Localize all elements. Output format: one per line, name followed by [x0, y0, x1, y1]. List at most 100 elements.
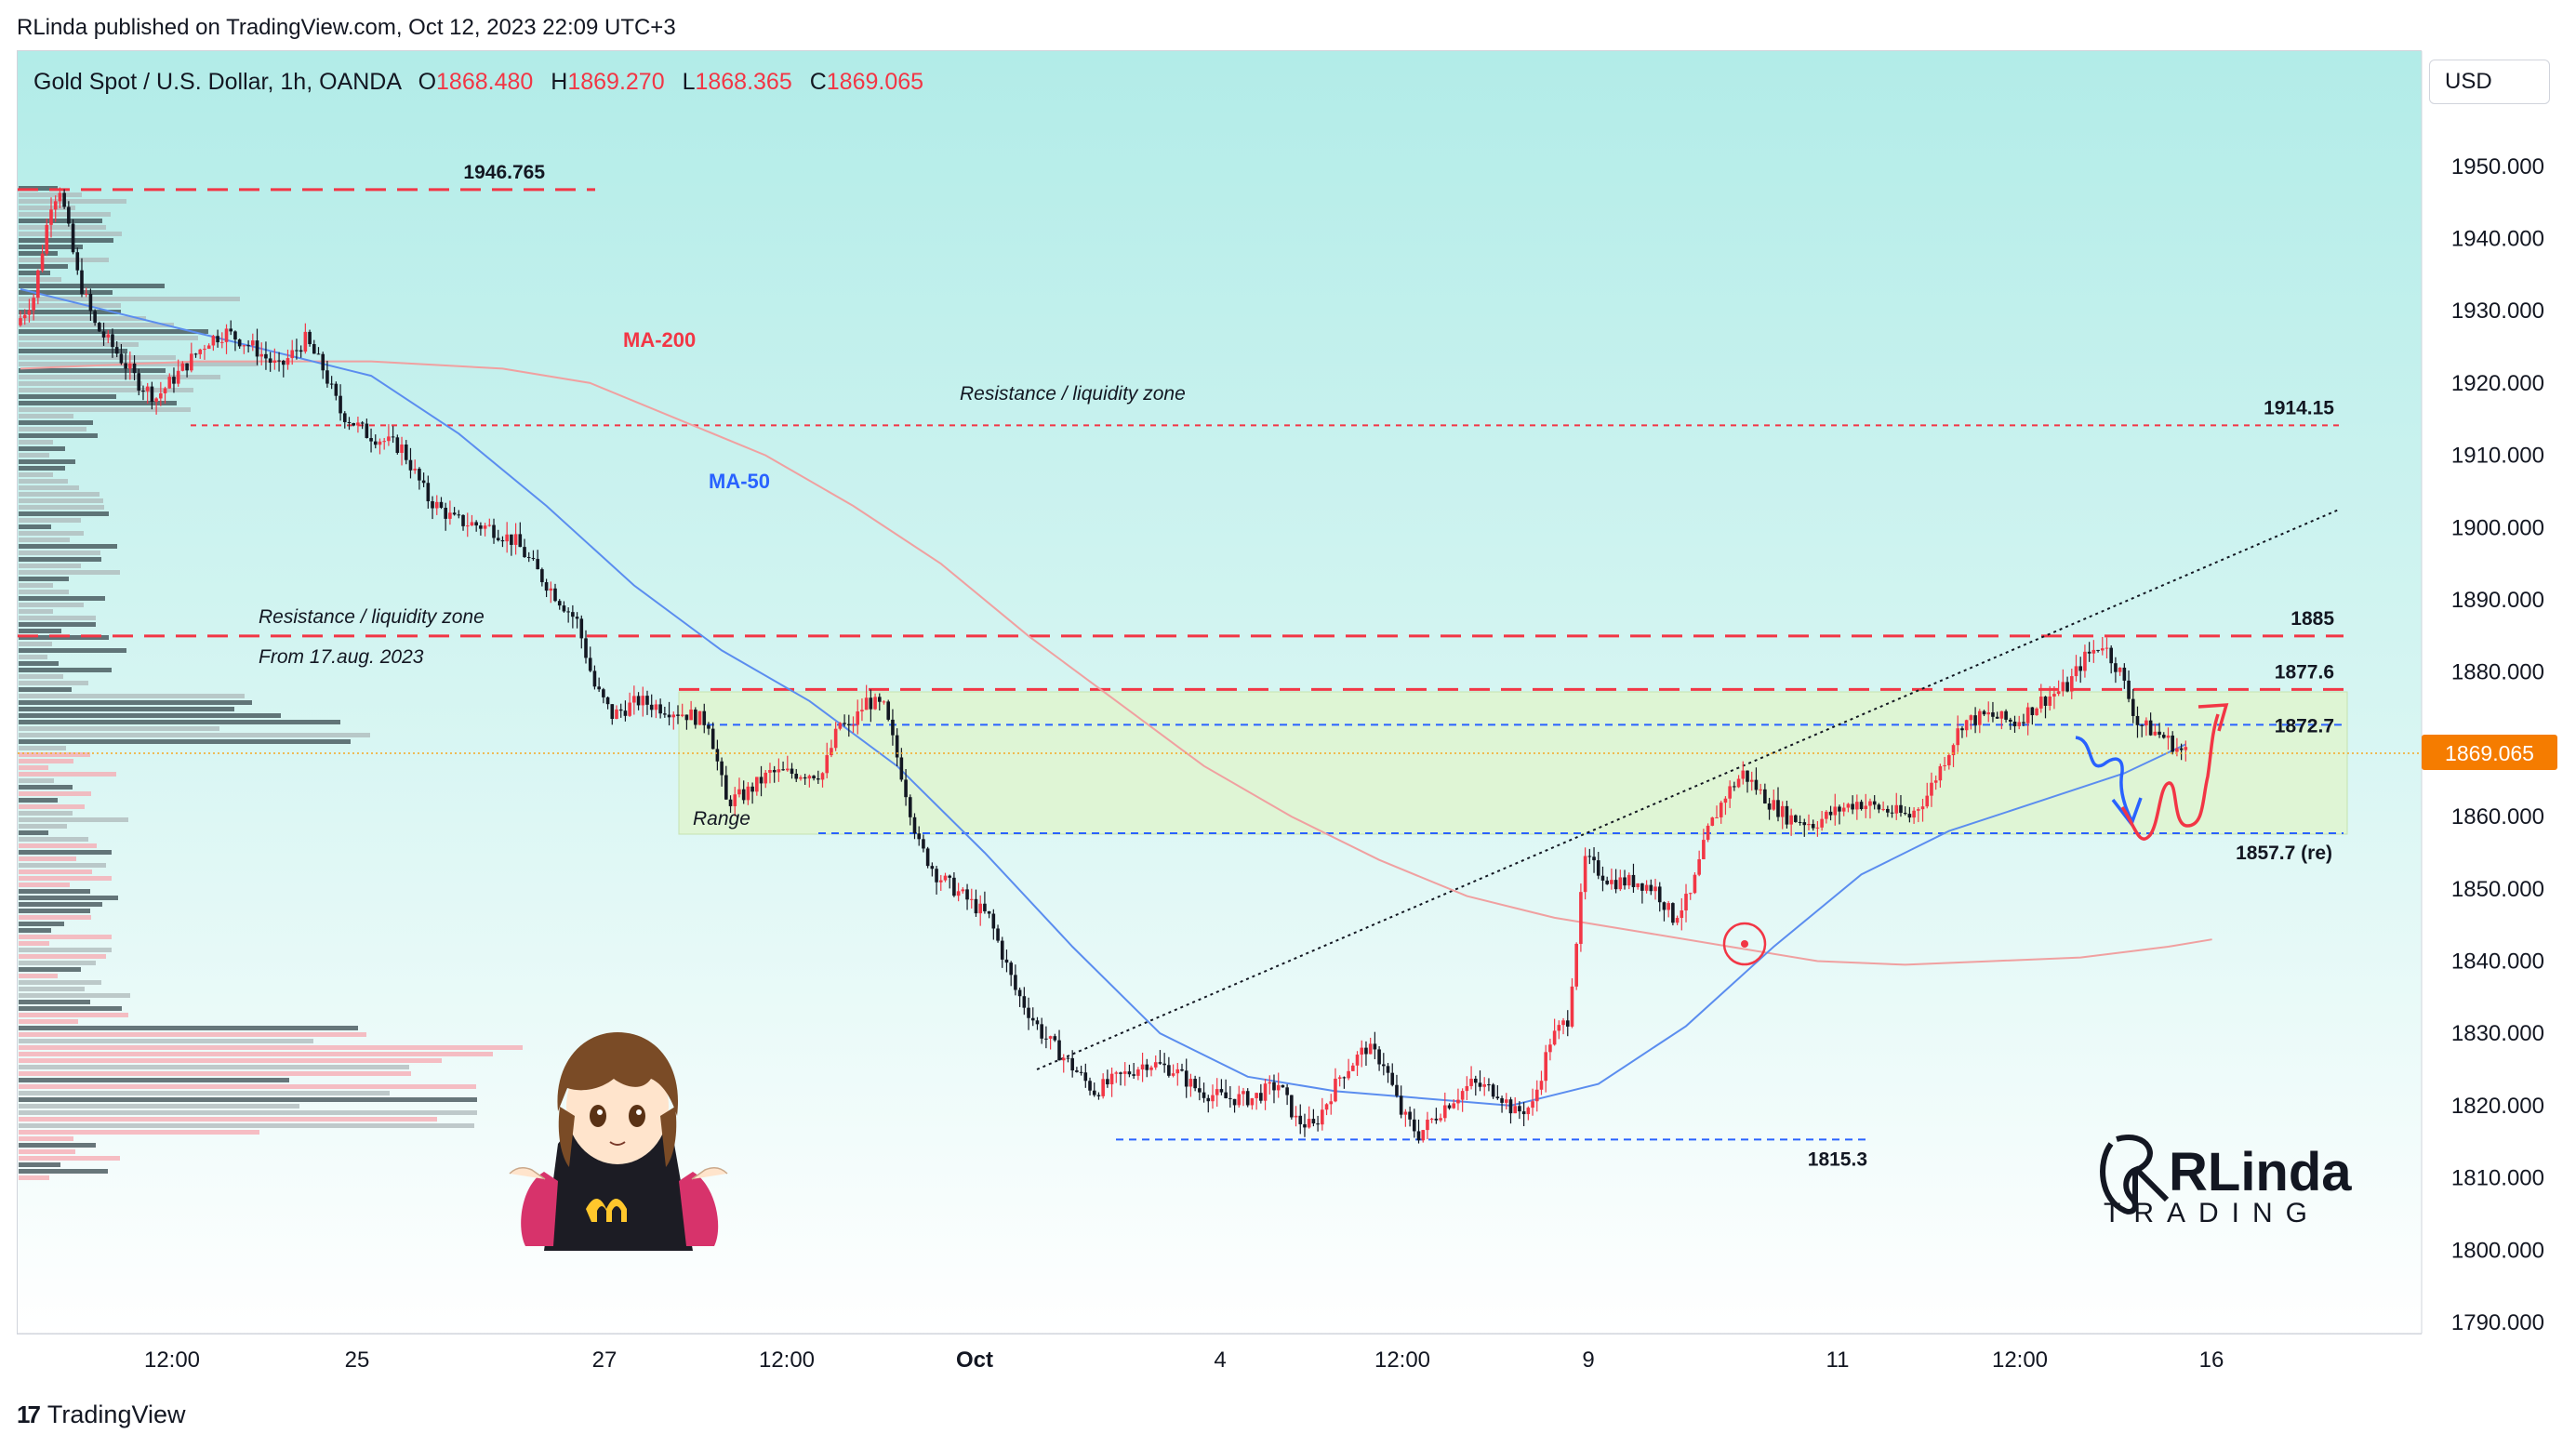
annotation-text: MA-50	[709, 470, 770, 493]
y-tick-label: 1840.000	[2451, 949, 2544, 975]
ma50-line	[20, 287, 2186, 1107]
candle-body	[1447, 1105, 1452, 1108]
candle-body	[1132, 1074, 1135, 1076]
currency-selector[interactable]: USD	[2429, 60, 2550, 104]
volume-profile-bar	[19, 791, 91, 796]
candle-body	[1145, 1064, 1149, 1070]
candle-body	[1899, 804, 1903, 814]
volume-profile-bar	[19, 928, 51, 933]
symbol-info: Gold Spot / U.S. Dollar, 1h, OANDA O1868…	[33, 69, 923, 96]
volume-profile-bar	[19, 1084, 476, 1089]
candle-body	[1780, 805, 1785, 817]
candle-body	[19, 318, 22, 325]
candle-body	[864, 697, 869, 710]
candle-body	[1565, 1020, 1570, 1027]
candle-body	[80, 270, 84, 295]
tradingview-footer[interactable]: 17 TradingView	[17, 1401, 186, 1429]
candle-body	[408, 459, 413, 471]
x-tick-label: 27	[592, 1347, 617, 1373]
candle-body	[755, 777, 759, 792]
volume-profile-bar	[19, 1162, 60, 1167]
candle-body	[1321, 1109, 1324, 1125]
annotation-texts: MA-200 MA-50 Resistance / liquidity zone Re…	[259, 328, 1186, 830]
volume-profile-bar	[19, 694, 245, 698]
volume-profile-bar	[19, 1032, 366, 1037]
candle-body	[1933, 780, 1938, 783]
candle-body	[1636, 883, 1640, 887]
candle-body	[132, 363, 137, 374]
candle-body	[1022, 996, 1027, 1008]
volume-profile-bar	[19, 479, 68, 484]
volume-profile-bar	[19, 407, 191, 412]
candle-body	[224, 328, 229, 342]
candle-body	[1666, 903, 1670, 910]
candle-body	[1662, 902, 1666, 910]
candles	[19, 187, 2188, 1144]
candle-body	[1198, 1088, 1202, 1093]
volume-profile-bar	[19, 817, 128, 822]
candle-body	[312, 344, 316, 354]
volume-profile-bar	[19, 896, 118, 900]
candle-body	[961, 889, 965, 892]
volume-profile-bar	[19, 583, 53, 588]
candle-body	[1316, 1123, 1320, 1125]
volume-profile-bar	[19, 726, 219, 731]
candle-body	[636, 696, 641, 706]
y-tick-label: 1910.000	[2451, 444, 2544, 469]
volume-profile-bar	[19, 1071, 411, 1076]
candle-body	[1912, 810, 1916, 818]
candle-body	[1951, 745, 1956, 756]
candle-body	[272, 360, 277, 364]
volume-profile-bar	[19, 1026, 358, 1030]
candle-body	[1460, 1091, 1465, 1100]
candle-body	[1206, 1097, 1211, 1102]
candle-body	[1416, 1131, 1421, 1141]
candle-body	[1596, 860, 1600, 876]
candle-body	[930, 866, 935, 870]
candle-body	[790, 768, 794, 775]
candle-body	[899, 757, 904, 780]
candle-body	[938, 880, 943, 883]
footer-brand-text: TradingView	[46, 1401, 186, 1428]
rlinda-logo: RLinda TRADING	[2100, 1135, 2352, 1228]
candle-body	[2017, 722, 2022, 726]
candle-body	[2140, 724, 2144, 726]
x-tick-label: 25	[345, 1347, 370, 1373]
candle-body	[974, 898, 978, 914]
trendline	[1036, 509, 2340, 1070]
candle-body	[671, 714, 676, 718]
candle-body	[1311, 1119, 1316, 1124]
level-label: 1872.7	[2275, 715, 2334, 737]
close-key: C	[809, 69, 827, 95]
volume-profile-bar	[19, 590, 69, 594]
candle-body	[373, 441, 378, 445]
candle-body	[290, 350, 295, 359]
volume-profile-bar	[19, 804, 85, 809]
candle-body	[2012, 721, 2017, 726]
candle-body	[1439, 1118, 1442, 1121]
candle-body	[1399, 1095, 1403, 1115]
candle-body	[426, 483, 431, 502]
candle-body	[1153, 1062, 1158, 1068]
candle-body	[395, 437, 400, 453]
candle-body	[220, 341, 224, 343]
candle-body	[1382, 1064, 1386, 1067]
candle-body	[1122, 1071, 1127, 1074]
volume-profile-bar	[19, 492, 100, 497]
candle-body	[649, 704, 654, 710]
candle-body	[1534, 1089, 1539, 1102]
candle-body	[1127, 1071, 1132, 1075]
candle-body	[1776, 800, 1780, 817]
candle-body	[833, 728, 838, 749]
candle-body	[2144, 720, 2148, 726]
candle-body	[817, 778, 820, 780]
candle-body	[1390, 1072, 1395, 1085]
candle-body	[145, 386, 150, 392]
candle-body	[987, 910, 991, 914]
x-tick-label: Oct	[956, 1347, 993, 1373]
candle-body	[523, 547, 526, 558]
volume-profile-bar	[19, 453, 49, 458]
candle-body	[141, 391, 145, 392]
candle-body	[1219, 1089, 1224, 1093]
